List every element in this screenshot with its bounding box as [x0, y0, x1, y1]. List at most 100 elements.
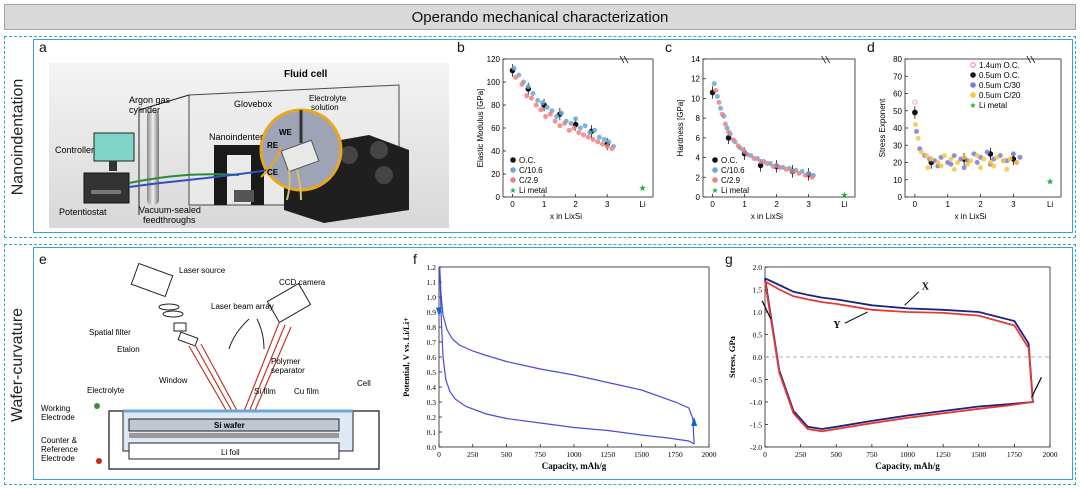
y-tick-label: 1.0 [427, 293, 437, 302]
y-tick-label: 0.5 [427, 368, 437, 377]
cu-film-label: Cu film [294, 387, 319, 396]
up-arrow-marker [691, 417, 698, 426]
y-tick-label: 0.0 [427, 443, 437, 452]
y-tick-label: 30 [893, 141, 902, 150]
data-point-c29 [519, 81, 525, 87]
data-point-05umc20 [968, 158, 974, 164]
data-point-05umc20 [987, 160, 993, 166]
electrolyte-label: Electrolyte [87, 386, 125, 395]
data-point-c106 [544, 104, 550, 110]
panel-label-e: e [39, 251, 47, 267]
data-point-c29 [783, 166, 789, 172]
y-tick-label: 40 [491, 147, 500, 156]
data-point-c29 [552, 118, 558, 124]
x-axis-label: x in LixSi [550, 212, 582, 221]
row-label-text: Wafer-curvature [9, 307, 27, 422]
data-point-05umc20 [928, 156, 934, 162]
glovebox-edge [138, 94, 190, 111]
legend-marker: ★ [509, 186, 516, 195]
data-point-14umoc [912, 99, 918, 105]
y-tick-label: 0.9 [427, 308, 437, 317]
y-tick-label: 40 [893, 124, 902, 133]
table-well [370, 141, 388, 159]
y-tick-label: -1.5 [750, 421, 762, 430]
data-point-c106 [554, 114, 560, 120]
data-point-05umc20 [951, 166, 957, 172]
data-point-c29 [599, 141, 605, 147]
legend-marker [970, 62, 976, 68]
data-point-c29 [562, 120, 568, 126]
y-tick-label: 2.0 [753, 263, 763, 272]
we-label: WE [279, 128, 293, 137]
spatial-filter-element [173, 322, 187, 332]
cell-label: Cell [357, 379, 371, 388]
legend-label: C/2.9 [519, 176, 539, 185]
y-tick-label: 0.3 [427, 398, 437, 407]
li-foil [128, 442, 340, 460]
panel-label-d: d [867, 39, 875, 55]
data-point-05umc20 [1004, 166, 1010, 172]
panel-label-f: f [413, 251, 417, 267]
spatial-filter-label: Spatial filter [89, 328, 131, 337]
separator-layer [129, 433, 339, 438]
y-tick-label: 20 [491, 170, 500, 179]
legend-label: C/10.6 [519, 166, 543, 175]
data-point-c29 [802, 172, 808, 178]
legend-label: O.C. [721, 156, 737, 165]
x-tick-label: 1 [542, 200, 547, 209]
data-point-c29 [722, 121, 728, 127]
y-tick-label: -1.0 [750, 398, 762, 407]
x-tick-label: 0 [437, 450, 441, 459]
legend-marker [970, 92, 976, 98]
data-point-c29 [524, 93, 530, 99]
data-point-05umc20 [923, 153, 929, 159]
data-point-c29 [543, 114, 549, 120]
working-electrode-label-2: Electrode [41, 413, 75, 422]
data-point-05umc30 [948, 161, 954, 167]
panel-label-c: c [665, 39, 672, 55]
lens [158, 303, 180, 311]
window-label: Window [159, 376, 188, 385]
data-point-c29 [533, 102, 539, 108]
data-point-c29 [809, 174, 815, 180]
y-tick-label: 20 [893, 159, 902, 168]
data-point-05umc20 [991, 163, 997, 169]
annotation-x: X [922, 282, 930, 293]
plot-frame [438, 266, 710, 448]
data-point-05umc20 [978, 165, 984, 171]
data-point-05umc20 [913, 122, 919, 128]
controller-label: Controller [55, 145, 94, 155]
wafer-panel-frame [33, 247, 1073, 480]
axis-break [1030, 55, 1036, 64]
legend-marker: ★ [711, 186, 718, 195]
y-tick-label: 0.6 [427, 353, 437, 362]
data-point-05umc20 [964, 161, 970, 167]
y-tick-label: 4 [696, 154, 701, 163]
row-label-nanoindentation: Nanoindentation [5, 37, 31, 237]
data-point-c106 [711, 81, 717, 87]
data-point-05umc20 [1014, 160, 1020, 166]
glovebox-label: Glovebox [234, 99, 273, 109]
data-point-c29 [557, 123, 563, 129]
counter-label-1: Counter & [41, 436, 78, 445]
si-wafer-label: Si wafer [214, 421, 245, 430]
y-tick-label: 0.0 [753, 353, 763, 362]
wafer-curvature-row: Wafer-curvature e Laser source CCD camer… [4, 244, 1076, 485]
figure-title-text: Operando mechanical characterization [411, 8, 669, 26]
legend-label: 1.4um O.C. [979, 61, 1020, 70]
x-axis-label: Capacity, mAh/g [875, 461, 940, 471]
cylinder-label: cylinder [129, 105, 160, 115]
y-tick-label: 70 [893, 72, 902, 81]
nanoindentation-panel-frame [33, 39, 1073, 233]
data-point-c29 [735, 143, 741, 149]
legend-label: O.C. [519, 156, 535, 165]
data-point-c106 [525, 84, 531, 90]
legend-label: 0.5um C/30 [979, 81, 1021, 90]
fluid-cell-label: Fluid cell [284, 69, 328, 80]
data-point-c106 [573, 116, 579, 122]
ce-label: CE [267, 168, 279, 177]
x-tick-label: 3 [605, 200, 610, 209]
axis-break [821, 55, 826, 64]
li-metal-point: ★ [1046, 176, 1054, 186]
data-point-c29 [590, 137, 596, 143]
